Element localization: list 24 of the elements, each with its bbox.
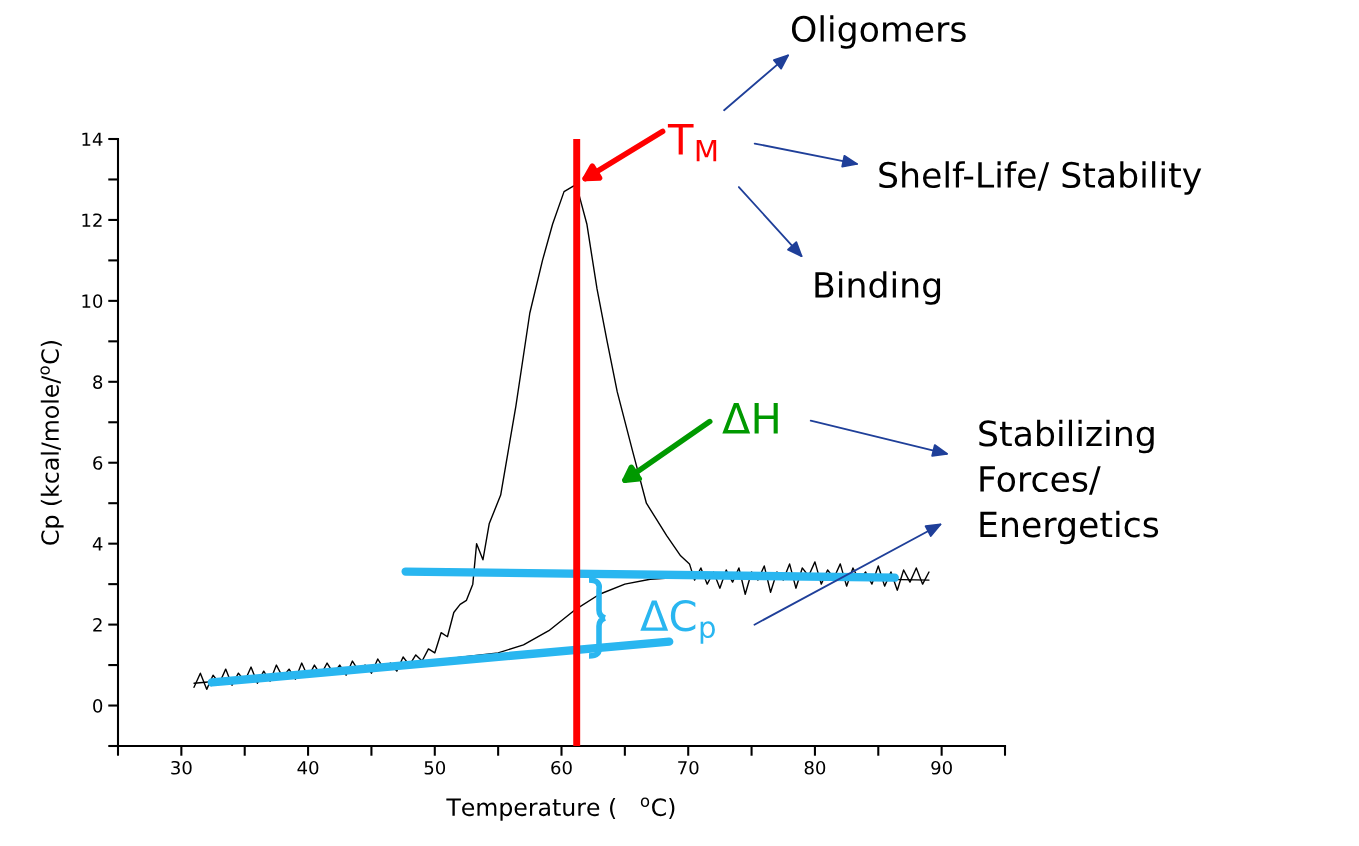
- x-tick-label: 60: [551, 760, 572, 775]
- y-tick-label: 0: [93, 698, 103, 713]
- y-tick-label: 6: [93, 456, 103, 470]
- x-tick-label: 40: [297, 760, 319, 775]
- text: Oligomers: [791, 15, 966, 49]
- annotation: Binding: [815, 271, 941, 305]
- annotation: Shelf-Life/ Stability: [879, 161, 1202, 195]
- y-tick-label: 12: [82, 213, 102, 227]
- y-tick-label: 2: [93, 618, 102, 632]
- y-axis-title: Cp (kcal/mole/$^{o}$C): [40, 341, 64, 545]
- y-tick-label: 4: [92, 537, 103, 551]
- y-tick-label: 14: [82, 132, 103, 146]
- annotation: ΔH: [722, 403, 778, 434]
- x-tick-label: 30: [171, 760, 192, 775]
- annotation: ΔC$_{p}$: [640, 599, 715, 644]
- x-axis-title: Temperature ( $^{o}$C): [446, 797, 675, 821]
- x-tick-label: 50: [424, 760, 446, 775]
- y-tick-label: 8: [93, 375, 103, 389]
- x-tick-label: 90: [931, 760, 952, 775]
- annotation: T$_{M}$: [667, 124, 717, 162]
- x-tick-label: 80: [804, 760, 826, 775]
- x-tick-label: 70: [678, 760, 699, 775]
- y-tick-label: 10: [82, 294, 103, 308]
- annotation: Stabilizing Forces/ Energetics: [979, 419, 1159, 545]
